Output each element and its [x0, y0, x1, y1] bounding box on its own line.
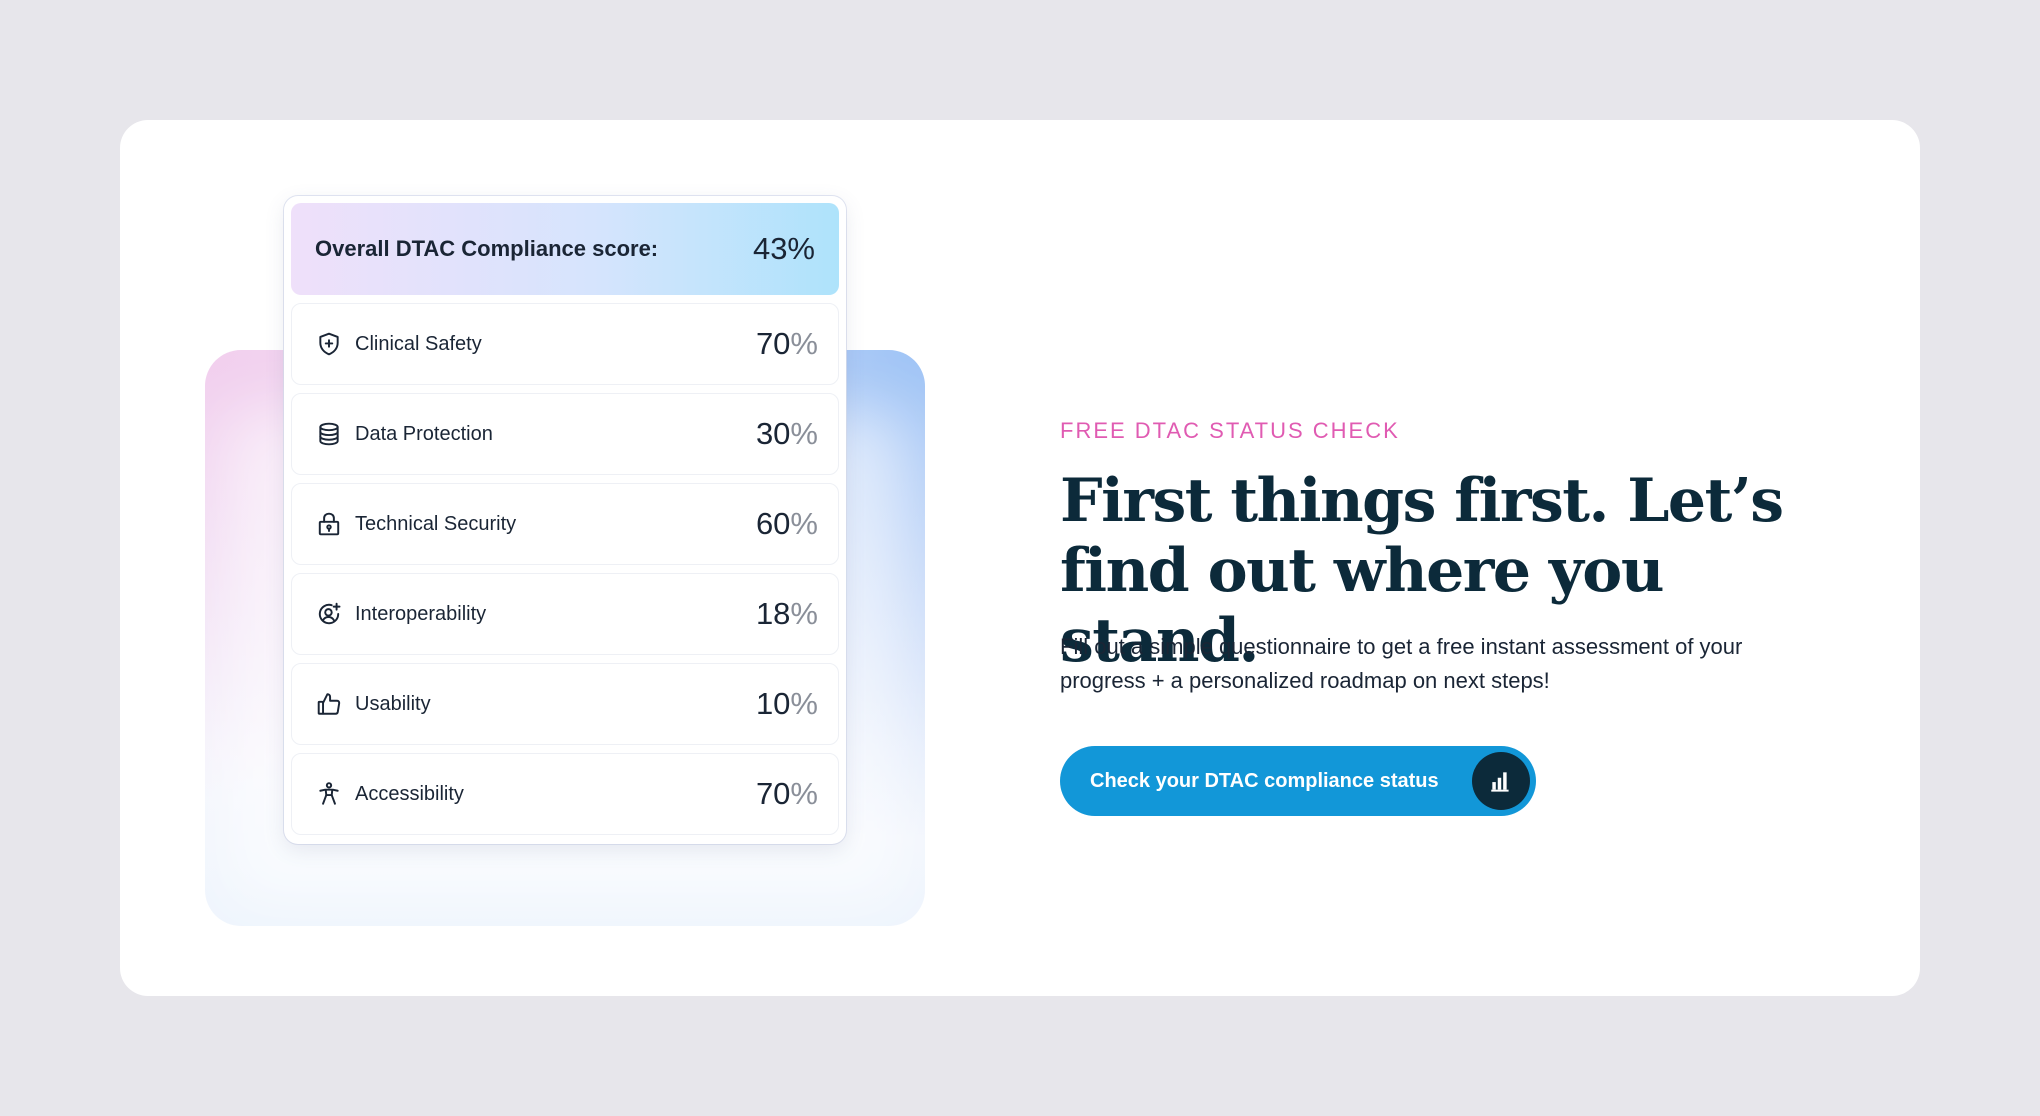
score-value: 60% — [755, 506, 818, 541]
content-card: Overall DTAC Compliance score: 43% Clini… — [120, 120, 1920, 996]
score-label: Usability — [355, 692, 431, 715]
database-icon — [316, 421, 342, 447]
check-compliance-button[interactable]: Check your DTAC compliance status — [1060, 746, 1536, 816]
score-value: 70% — [755, 776, 818, 811]
lock-icon — [316, 511, 342, 537]
score-panel: Overall DTAC Compliance score: 43% Clini… — [284, 196, 846, 844]
score-row-data-protection: Data Protection 30% — [291, 393, 839, 475]
accessibility-icon — [316, 781, 342, 807]
score-label: Interoperability — [355, 602, 487, 625]
score-row-accessibility: Accessibility 70% — [291, 753, 839, 835]
bar-chart-icon — [1472, 752, 1530, 810]
description-text: Fill out a simple questionnaire to get a… — [1060, 634, 1743, 693]
cta-label: Check your DTAC compliance status — [1090, 769, 1439, 792]
score-value: 10% — [755, 686, 818, 721]
overall-score-row: Overall DTAC Compliance score: 43% — [291, 203, 839, 295]
score-value: 18% — [755, 596, 818, 631]
score-row-interoperability: Interoperability 18% — [291, 573, 839, 655]
score-label: Technical Security — [355, 512, 517, 535]
shield-plus-icon — [316, 331, 342, 357]
score-row-technical-security: Technical Security 60% — [291, 483, 839, 565]
score-row-clinical-safety: Clinical Safety 70% — [291, 303, 839, 385]
eyebrow-text: FREE DTAC STATUS CHECK — [1060, 418, 1400, 443]
score-value: 30% — [755, 416, 818, 451]
thumbs-up-icon — [316, 691, 342, 717]
overall-score-value: 43% — [752, 231, 815, 266]
score-value: 70% — [755, 326, 818, 361]
overall-score-label: Overall DTAC Compliance score: — [315, 236, 659, 261]
score-row-usability: Usability 10% — [291, 663, 839, 745]
score-label: Clinical Safety — [355, 332, 482, 355]
score-label: Accessibility — [355, 782, 464, 805]
user-connect-icon — [316, 601, 342, 627]
page-title: First things first. Let’s find out where… — [1060, 466, 1784, 676]
score-label: Data Protection — [355, 422, 493, 445]
